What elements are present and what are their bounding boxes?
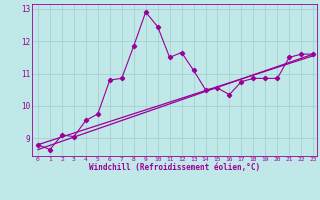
X-axis label: Windchill (Refroidissement éolien,°C): Windchill (Refroidissement éolien,°C) [89,163,260,172]
